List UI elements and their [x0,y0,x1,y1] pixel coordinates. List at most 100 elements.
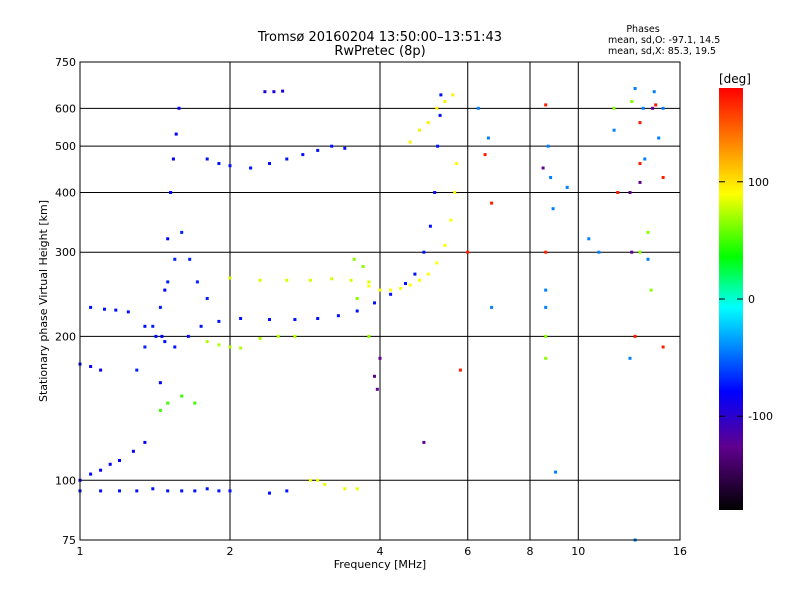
data-point [195,280,199,284]
data-point [426,272,430,276]
data-point [551,207,555,211]
data-point [217,319,221,323]
data-point [166,280,170,284]
data-point [651,106,655,110]
data-point [355,487,359,491]
x-axis-label: Frequency [MHz] [334,558,426,571]
data-point [330,144,334,148]
data-point [323,483,327,486]
data-point [217,343,221,347]
data-point [89,305,93,309]
y-tick-label: 750 [55,56,76,69]
data-point [199,324,203,328]
data-point [173,257,177,261]
data-point [205,297,209,300]
data-point [443,243,447,247]
data-point [490,201,494,205]
data-point [158,408,162,412]
stats-x-line: mean, sd,X: 85.3, 19.5 [608,46,716,57]
data-point [131,449,135,453]
data-point [343,487,347,491]
data-point [308,478,312,482]
data-point [630,100,634,103]
data-point [628,356,632,360]
data-point [466,250,470,254]
data-point [378,356,382,360]
data-point [646,257,650,261]
data-point [451,93,455,97]
data-point [367,334,371,338]
data-point [428,224,432,228]
y-tick-label: 75 [62,534,76,547]
data-point [163,288,167,292]
colorbar-tick-label: 100 [748,176,769,189]
data-point [285,489,289,493]
data-point [336,314,340,318]
data-point [483,153,487,157]
data-point [169,191,173,194]
data-point [408,283,412,287]
data-point [649,288,653,292]
data-point [285,278,289,282]
data-point [486,136,490,140]
data-point [490,305,494,309]
data-point [239,317,243,320]
data-point [422,440,426,444]
data-point [638,250,642,254]
data-point [166,401,170,405]
data-point [188,257,192,261]
data-point [154,334,158,338]
data-point [308,278,312,282]
data-point [361,265,365,268]
data-point [177,106,181,110]
data-point [435,106,439,110]
data-point [541,166,545,170]
data-point [343,146,347,150]
data-point [99,468,103,472]
data-point [217,489,221,493]
data-point [126,310,130,314]
data-point [367,284,371,288]
data-point [239,346,243,350]
data-point [205,340,209,344]
data-point [616,191,620,194]
stats-o-line: mean, sd,O: -97.1, 14.5 [608,35,720,46]
data-point [565,185,569,189]
data-point [108,462,112,466]
data-point [268,162,271,165]
x-tick-label: 8 [527,545,534,558]
data-point [285,157,289,161]
data-point [355,309,359,313]
data-point [135,368,139,372]
grid [80,62,680,540]
data-point [173,345,177,349]
x-tick-label: 2 [227,545,234,558]
data-point [151,487,155,491]
data-point [355,297,359,300]
y-axis-label: Stationary phase Virtual Height [km] [37,200,50,402]
data-point [180,230,184,234]
data-point [180,489,184,493]
data-point [544,288,548,292]
data-point [373,301,376,305]
data-point [654,103,658,107]
data-point [205,487,209,491]
data-point [449,218,453,222]
chart-title: Tromsø 20160204 13:50:00–13:51:43 [257,30,502,45]
data-point [544,103,548,107]
data-point [228,489,232,493]
data-point [375,387,379,391]
x-axis: 1 2 4 6 8 10 16 [77,545,688,558]
data-point [597,250,601,254]
data-point [638,162,642,165]
data-point [418,278,421,282]
data-point [549,176,553,179]
data-point [612,128,616,132]
data-point [661,345,665,349]
data-point [228,276,232,280]
data-point [439,93,443,97]
chart-title-block: Tromsø 20160204 13:50:00–13:51:43 RwPret… [257,30,502,59]
y-tick-label: 300 [55,246,76,259]
stats-heading: Phases [626,24,659,35]
x-tick-label: 16 [673,545,687,558]
